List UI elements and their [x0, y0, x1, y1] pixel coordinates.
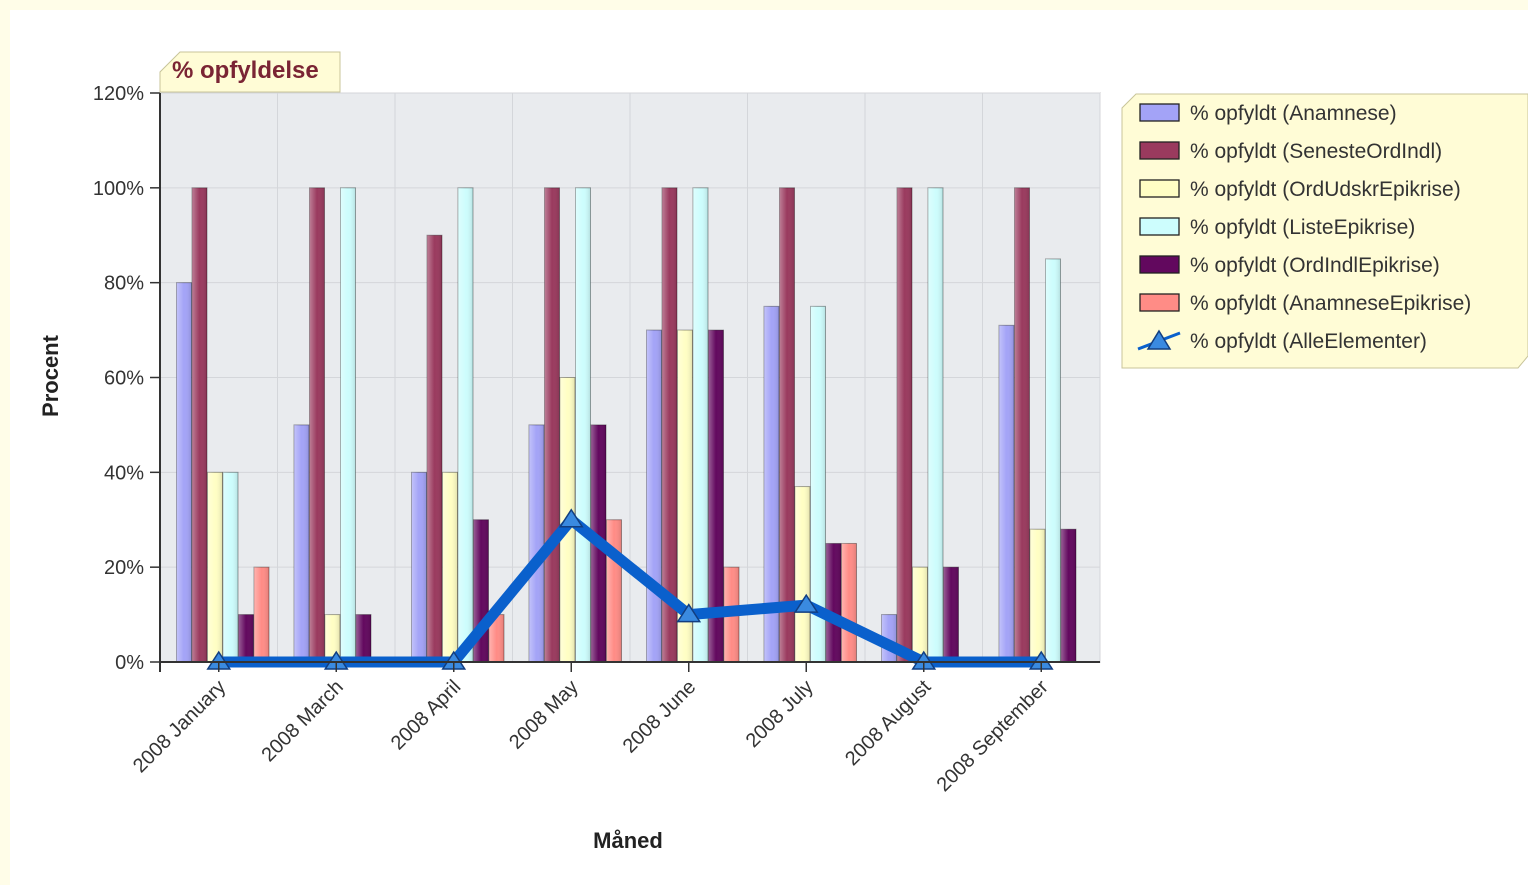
bar-shading: [325, 614, 340, 662]
legend-item: % opfyldt (OrdUdskrEpikrise): [1139, 178, 1461, 201]
x-tick-label: 2008 August: [841, 676, 936, 771]
legend-swatch: [1139, 255, 1180, 274]
bar-shading: [606, 519, 622, 662]
bar-shading: [999, 325, 1014, 662]
y-tick-label: 120%: [93, 83, 144, 105]
legend-label: % opfyldt (ListeEpikrise): [1190, 216, 1415, 239]
bar-shading: [207, 472, 223, 662]
x-tick-label: 2008 September: [933, 676, 1053, 796]
bar-shading: [708, 330, 724, 662]
bar-shading: [529, 424, 544, 662]
x-tick-label: 2008 January: [129, 676, 230, 777]
chart-title: % opfyldelse: [172, 57, 319, 84]
legend-swatch: [1139, 141, 1180, 160]
bar-shading: [238, 614, 254, 662]
bar-shading: [176, 282, 192, 662]
x-tick-label: 2008 March: [258, 676, 348, 766]
y-tick-label: 40%: [104, 462, 144, 484]
legend-item: % opfyldt (OrdIndlEpikrise): [1139, 254, 1440, 277]
x-axis-title: Måned: [593, 828, 663, 853]
y-axis-title: Procent: [38, 334, 63, 417]
bar-shading: [575, 187, 591, 663]
bar-shading: [427, 235, 442, 662]
bar-shading: [1014, 187, 1030, 663]
bar-shading: [646, 330, 662, 662]
bar-shading: [795, 486, 810, 662]
bar-shading: [458, 187, 473, 663]
bar-shading: [662, 187, 677, 663]
legend-swatch: [1139, 293, 1180, 312]
x-tick-label: 2008 May: [505, 676, 583, 754]
x-tick-label: 2008 April: [387, 676, 465, 754]
legend-label: % opfyldt (Anamnese): [1190, 102, 1397, 125]
bar-shading: [1045, 258, 1061, 662]
bar-shading: [294, 424, 309, 662]
bar-shading: [897, 187, 912, 663]
bar-shading: [223, 472, 238, 662]
x-tick-label: 2008 July: [742, 676, 818, 752]
chart-legend: % opfyldt (Anamnese) % opfyldt (SenesteOr…: [1121, 93, 1528, 369]
bar-shading: [826, 543, 841, 662]
legend-label: % opfyldt (AnamneseEpikrise): [1190, 292, 1471, 315]
y-tick-label: 0%: [115, 652, 144, 674]
bar-shading: [943, 567, 959, 662]
bar-shading: [309, 187, 325, 663]
y-tick-label: 100%: [93, 178, 144, 200]
legend-label: % opfyldt (AlleElementer): [1190, 330, 1427, 353]
legend-swatch: [1139, 179, 1180, 198]
bar-shading: [841, 543, 857, 662]
bar-shading: [677, 330, 693, 662]
bar-shading: [254, 567, 269, 662]
bar-shading: [340, 187, 356, 663]
bar-shading: [810, 306, 826, 662]
bar-shading: [693, 187, 708, 663]
legend-label: % opfyldt (SenesteOrdIndl): [1190, 140, 1442, 163]
bar-shading: [928, 187, 943, 663]
bar-shading: [442, 472, 458, 662]
legend-item: % opfyldt (AnamneseEpikrise): [1139, 292, 1471, 315]
bar-shading: [489, 614, 504, 662]
y-tick-label: 80%: [104, 273, 144, 295]
triangle-marker-icon: [676, 603, 702, 623]
legend-label: % opfyldt (OrdIndlEpikrise): [1190, 254, 1440, 277]
legend-label: % opfyldt (OrdUdskrEpikrise): [1190, 178, 1461, 201]
bar-shading: [1030, 529, 1045, 662]
x-tick-label: 2008 June: [619, 676, 701, 758]
legend-item: % opfyldt (Anamnese): [1139, 102, 1397, 125]
legend-item: % opfyldt (ListeEpikrise): [1139, 216, 1415, 239]
legend-swatch: [1139, 103, 1180, 122]
legend-item: % opfyldt (AlleElementer): [1137, 329, 1427, 353]
bar-shading: [779, 187, 795, 663]
bar-shading: [544, 187, 560, 663]
bar-shading: [912, 567, 928, 662]
bar-shading: [764, 306, 779, 662]
bar-shading: [356, 614, 371, 662]
chart-title-box: % opfyldelse: [159, 51, 341, 93]
triangle-marker-icon: [1146, 329, 1172, 350]
y-tick-label: 60%: [104, 368, 144, 390]
y-tick-label: 20%: [104, 557, 144, 579]
chart-canvas: 0% 20% 40% 60% 80% 100% 120% 2008 January 2008 …: [38, 51, 1528, 853]
chart-frame: 0% 20% 40% 60% 80% 100% 120% 2008 January 2008 …: [10, 10, 1528, 885]
triangle-marker-icon: [558, 508, 584, 528]
bar-shading: [1061, 529, 1076, 662]
bar-shading: [192, 187, 207, 663]
bar-shading: [411, 472, 427, 662]
legend-item: % opfyldt (SenesteOrdIndl): [1139, 140, 1442, 163]
triangle-marker-icon: [793, 593, 819, 613]
legend-swatch: [1139, 217, 1180, 236]
